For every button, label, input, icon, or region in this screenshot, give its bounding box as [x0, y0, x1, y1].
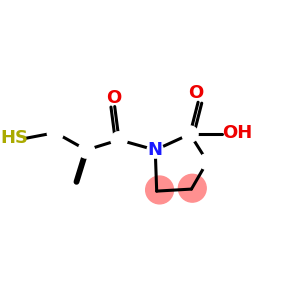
Text: HS: HS: [0, 129, 28, 147]
Circle shape: [199, 154, 215, 170]
Circle shape: [78, 142, 94, 158]
Circle shape: [111, 132, 127, 148]
Text: O: O: [106, 89, 121, 107]
Text: O: O: [188, 84, 203, 102]
Circle shape: [47, 124, 64, 141]
Circle shape: [147, 142, 163, 158]
Circle shape: [182, 126, 198, 142]
Circle shape: [178, 174, 206, 202]
Circle shape: [146, 176, 173, 204]
Text: N: N: [148, 141, 163, 159]
Text: OH: OH: [222, 124, 252, 142]
